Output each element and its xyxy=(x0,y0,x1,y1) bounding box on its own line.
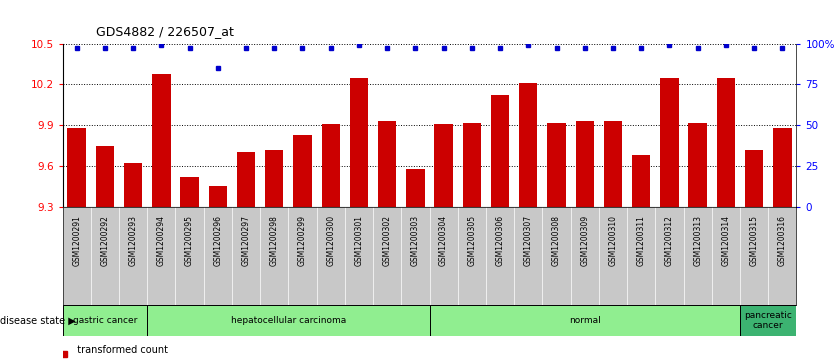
Bar xyxy=(378,121,396,207)
Text: GSM1200303: GSM1200303 xyxy=(411,215,420,266)
Bar xyxy=(773,128,791,207)
Bar xyxy=(152,73,170,207)
Text: GSM1200298: GSM1200298 xyxy=(269,215,279,266)
Text: GSM1200297: GSM1200297 xyxy=(242,215,250,266)
Bar xyxy=(148,305,430,336)
Text: GSM1200304: GSM1200304 xyxy=(440,215,448,266)
Bar xyxy=(430,305,740,336)
Bar xyxy=(208,187,227,207)
Bar xyxy=(547,122,565,207)
Text: GSM1200292: GSM1200292 xyxy=(100,215,109,266)
Text: GSM1200302: GSM1200302 xyxy=(383,215,392,266)
Text: GSM1200314: GSM1200314 xyxy=(721,215,731,266)
Text: GSM1200291: GSM1200291 xyxy=(73,215,81,266)
Text: GSM1200316: GSM1200316 xyxy=(778,215,786,266)
Text: GSM1200309: GSM1200309 xyxy=(580,215,590,266)
Text: GSM1200311: GSM1200311 xyxy=(636,215,646,266)
Bar xyxy=(124,163,143,207)
Text: GSM1200294: GSM1200294 xyxy=(157,215,166,266)
Text: GSM1200310: GSM1200310 xyxy=(609,215,617,266)
Bar xyxy=(463,122,481,207)
Bar xyxy=(745,150,763,207)
Text: GSM1200312: GSM1200312 xyxy=(665,215,674,266)
Text: GSM1200296: GSM1200296 xyxy=(214,215,223,266)
Bar xyxy=(632,155,651,207)
Text: GSM1200299: GSM1200299 xyxy=(298,215,307,266)
Bar xyxy=(604,121,622,207)
Text: GSM1200308: GSM1200308 xyxy=(552,215,561,266)
Text: GSM1200306: GSM1200306 xyxy=(495,215,505,266)
Bar xyxy=(322,124,340,207)
Text: GSM1200295: GSM1200295 xyxy=(185,215,194,266)
Text: GSM1200305: GSM1200305 xyxy=(467,215,476,266)
Text: disease state ▶: disease state ▶ xyxy=(0,315,76,325)
Text: GSM1200300: GSM1200300 xyxy=(326,215,335,266)
Text: normal: normal xyxy=(569,316,600,325)
Text: GDS4882 / 226507_at: GDS4882 / 226507_at xyxy=(96,25,234,38)
Bar xyxy=(265,150,284,207)
Text: GSM1200301: GSM1200301 xyxy=(354,215,364,266)
Bar xyxy=(349,78,368,207)
Text: GSM1200315: GSM1200315 xyxy=(750,215,759,266)
Text: GSM1200293: GSM1200293 xyxy=(128,215,138,266)
Bar xyxy=(180,177,198,207)
Bar xyxy=(575,121,594,207)
Bar xyxy=(63,305,148,336)
Text: hepatocellular carcinoma: hepatocellular carcinoma xyxy=(231,316,346,325)
Text: pancreatic
cancer: pancreatic cancer xyxy=(744,311,792,330)
Bar xyxy=(519,83,537,207)
Text: transformed count: transformed count xyxy=(71,345,168,355)
Bar xyxy=(96,146,114,207)
Bar xyxy=(689,122,707,207)
Bar xyxy=(491,95,510,207)
Text: GSM1200313: GSM1200313 xyxy=(693,215,702,266)
Bar xyxy=(716,78,735,207)
Bar xyxy=(406,169,425,207)
Bar xyxy=(661,78,679,207)
Bar xyxy=(740,305,796,336)
Text: GSM1200307: GSM1200307 xyxy=(524,215,533,266)
Bar xyxy=(68,128,86,207)
Bar xyxy=(435,124,453,207)
Bar xyxy=(237,152,255,207)
Text: gastric cancer: gastric cancer xyxy=(73,316,137,325)
Bar xyxy=(294,135,312,207)
